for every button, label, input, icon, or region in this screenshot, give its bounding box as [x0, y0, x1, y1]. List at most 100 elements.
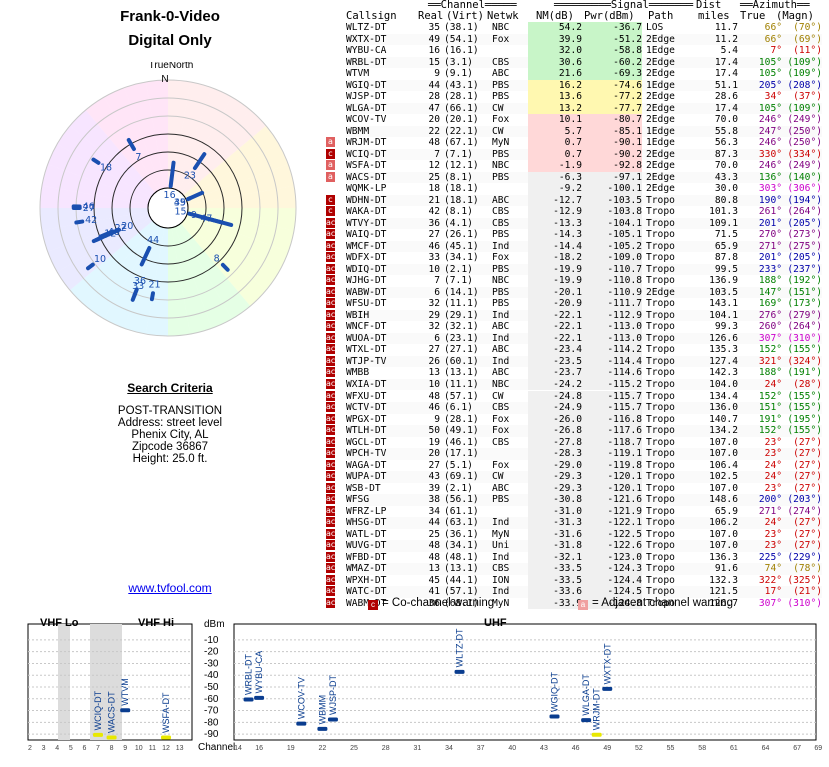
radar-station-bar[interactable] — [220, 262, 230, 272]
table-row[interactable]: ac WUOA-DT 6 (23.1) Ind -22.1 -113.0 Tropo 126.6… — [326, 332, 826, 345]
radar-station-bar[interactable] — [86, 262, 95, 271]
callsign-cell[interactable]: WSFA-DT — [346, 160, 387, 172]
col-miles[interactable]: miles — [698, 10, 730, 22]
callsign-cell[interactable]: WFSU-DT — [346, 298, 387, 310]
table-row[interactable]: ac WAIQ-DT 27 (26.1) PBS -14.3 -105.1 Tropo 71.5… — [326, 229, 826, 241]
table-row[interactable]: WRBL-DT 15 (3.1) CBS 30.6 -60.2 2Edge 17.4 105° (… — [346, 56, 826, 69]
callsign-cell[interactable]: WBMM — [346, 125, 370, 137]
spectrum-signal-bar[interactable] — [93, 732, 103, 737]
radar-station-bar[interactable] — [139, 246, 152, 267]
callsign-cell[interactable]: WTVM — [346, 68, 370, 80]
table-row[interactable]: WCOV-TV 20 (20.1) Fox 10.1 -80.7 2Edge 70.0 246°… — [346, 114, 826, 126]
callsign-cell[interactable]: WPGX-DT — [346, 413, 387, 425]
callsign-cell[interactable]: WFBD-DT — [346, 551, 387, 563]
table-row[interactable]: ac WJHG-DT 7 (7.1) NBC -19.9 -110.8 Tropo 136.9 1… — [326, 275, 826, 287]
table-row[interactable]: ac WGCL-DT 19 (46.1) CBS -27.8 -118.7 Tropo 107.… — [326, 436, 826, 449]
table-row[interactable]: ac WUVG-DT 48 (34.1) Uni -31.8 -122.6 Tropo 107.… — [326, 540, 826, 552]
table-row[interactable]: ac WAGA-DT 27 (5.1) Fox -29.0 -119.8 Tropo 106.4… — [326, 459, 826, 472]
table-row[interactable]: ac WDIQ-DT 10 (2.1) PBS -19.9 -110.7 Tropo 99.5 2… — [326, 263, 826, 276]
table-row[interactable]: WGIQ-DT 44 (43.1) PBS 16.2 -74.6 1Edge 51.1 205°… — [346, 79, 826, 92]
callsign-cell[interactable]: WNCF-DT — [346, 321, 387, 333]
table-row[interactable]: ac WCTV-DT 46 (6.1) CBS -24.9 -115.7 Tropo 136.0… — [326, 402, 826, 414]
callsign-cell[interactable]: WXTX-DT — [346, 33, 387, 45]
spectrum-signal-bar[interactable] — [296, 721, 307, 726]
col-magn[interactable]: (Magn) — [776, 10, 814, 22]
table-row[interactable]: ac WTXL-DT 27 (27.1) ABC -23.4 -114.2 Tropo 135.… — [326, 344, 826, 356]
spectrum-signal-bar[interactable] — [602, 686, 613, 691]
table-row[interactable]: ac WFSU-DT 32 (11.1) PBS -20.9 -111.7 Tropo 143.… — [326, 298, 826, 310]
callsign-cell[interactable]: WQMK-LP — [346, 183, 387, 195]
col-virt[interactable]: (Virt) — [446, 10, 484, 22]
spectrum-signal-bar[interactable] — [581, 718, 592, 723]
table-row[interactable]: WYBU-CA 16 (16.1) 32.0 -58.8 1Edge 5.4 7° (11°) — [346, 45, 826, 57]
table-row[interactable]: ac WMAZ-DT 13 (13.1) CBS -33.5 -124.3 Tropo 91.6… — [326, 563, 826, 575]
table-row[interactable]: ac WFSG 38 (56.1) PBS -30.8 -121.6 Tropo 148.6 20… — [326, 494, 826, 506]
callsign-cell[interactable]: WUOA-DT — [346, 332, 387, 344]
callsign-cell[interactable]: WFXU-DT — [346, 390, 387, 402]
callsign-cell[interactable]: WRJM-DT — [346, 137, 387, 149]
table-row[interactable]: ac WSB-DT 39 (2.1) ABC -29.3 -120.1 Tropo 107.0 2… — [326, 482, 826, 495]
col-pwr[interactable]: Pwr(dBm) — [584, 10, 635, 22]
callsign-cell[interactable]: WTXL-DT — [346, 344, 387, 356]
table-row[interactable]: c WAKA-DT 42 (8.1) CBS -12.9 -103.8 Tropo 101.3 2… — [326, 206, 826, 218]
table-row[interactable]: ac WPCH-TV 20 (17.1) -28.3 -119.1 Tropo 107.0 23… — [326, 448, 826, 460]
spectrum-signal-bar[interactable] — [120, 708, 131, 713]
callsign-cell[interactable]: WPCH-TV — [346, 448, 387, 460]
table-row[interactable]: ac WTLH-DT 50 (49.1) Fox -26.8 -117.6 Tropo 134.… — [326, 425, 826, 437]
radar-station-bar[interactable] — [130, 292, 137, 302]
callsign-cell[interactable]: WCTV-DT — [346, 402, 387, 414]
spectrum-signal-bar[interactable] — [549, 714, 560, 719]
table-row[interactable]: ac WNCF-DT 32 (32.1) ABC -22.1 -113.0 Tropo 99.3… — [326, 321, 826, 333]
callsign-cell[interactable]: WUVG-DT — [346, 540, 387, 552]
callsign-cell[interactable]: WLTZ-DT — [346, 22, 387, 33]
col-callsign[interactable]: Callsign — [346, 10, 397, 22]
table-row[interactable]: ac WATC-DT 41 (57.1) Ind -33.6 -124.5 Tropo 121.… — [326, 586, 826, 598]
callsign-cell[interactable]: WAIQ-DT — [346, 229, 387, 241]
callsign-cell[interactable]: WTVY-DT — [346, 217, 387, 229]
callsign-cell[interactable]: WCIQ-DT — [346, 148, 387, 160]
table-row[interactable]: ac WMBB 13 (13.1) ABC -23.7 -114.6 Tropo 142.3 18… — [326, 367, 826, 379]
callsign-cell[interactable]: WTLH-DT — [346, 425, 387, 437]
table-row[interactable]: ac WPGX-DT 9 (28.1) Fox -26.0 -116.8 Tropo 140.7… — [326, 413, 826, 426]
table-row[interactable]: ac WTJP-TV 26 (60.1) Ind -23.5 -114.4 Tropo 127.… — [326, 355, 826, 368]
table-row[interactable]: WXTX-DT 49 (54.1) Fox 39.9 -51.2 2Edge 11.2 66° (… — [346, 33, 826, 46]
table-row[interactable]: ac WDFX-DT 33 (34.1) Fox -18.2 -109.0 Tropo 87.8… — [326, 252, 826, 264]
callsign-cell[interactable]: WUPA-DT — [346, 471, 387, 483]
table-row[interactable]: ac WPXH-DT 45 (44.1) ION -33.5 -124.4 Tropo 132.… — [326, 574, 826, 587]
callsign-cell[interactable]: WFSG — [346, 494, 370, 506]
table-row[interactable]: WLTZ-DT 35 (38.1) NBC 54.2 -36.7 LOS 11.7 66° (70… — [346, 22, 826, 34]
callsign-cell[interactable]: WCOV-TV — [346, 114, 387, 126]
table-row[interactable]: WJSP-DT 28 (28.1) PBS 13.6 -77.2 2Edge 28.6 34° (… — [346, 91, 826, 103]
table-row[interactable]: c WCIQ-DT 7 (7.1) PBS 0.7 -90.2 2Edge 87.3 330° (3… — [326, 148, 826, 161]
radar-station-bar[interactable] — [98, 229, 115, 239]
table-row[interactable]: ac WFXU-DT 48 (57.1) CW -24.8 -115.7 Tropo 134.4… — [326, 390, 826, 403]
table-row[interactable]: ac WBIH 29 (29.1) Ind -22.1 -112.9 Tropo 104.1 27… — [326, 309, 826, 322]
callsign-cell[interactable]: WRBL-DT — [346, 56, 387, 68]
callsign-cell[interactable]: WPXH-DT — [346, 574, 387, 586]
callsign-cell[interactable]: WDIQ-DT — [346, 263, 387, 275]
callsign-cell[interactable]: WTJP-TV — [346, 355, 387, 367]
callsign-cell[interactable]: WFRZ-LP — [346, 505, 387, 517]
callsign-cell[interactable]: WXIA-DT — [346, 378, 387, 390]
table-row[interactable]: ac WFRZ-LP 34 (61.1) -31.0 -121.9 Tropo 65.9 271… — [326, 505, 826, 518]
tvfool-link[interactable]: www.tvfool.com — [128, 581, 212, 595]
callsign-cell[interactable]: WDHN-DT — [346, 194, 387, 206]
radar-station-bar[interactable] — [126, 138, 136, 151]
table-row[interactable]: a WACS-DT 25 (8.1) PBS -6.3 -97.1 2Edge 43.3 136°… — [326, 171, 826, 184]
callsign-cell[interactable]: WGCL-DT — [346, 436, 387, 448]
callsign-cell[interactable]: WATC-DT — [346, 586, 387, 598]
radar-station-bar[interactable] — [186, 196, 192, 202]
callsign-cell[interactable]: WACS-DT — [346, 171, 387, 183]
spectrum-signal-bar[interactable] — [254, 695, 265, 700]
callsign-cell[interactable]: WABW-DT — [346, 286, 387, 298]
spectrum-signal-bar[interactable] — [161, 735, 171, 740]
radar-station-bar[interactable] — [168, 160, 176, 189]
col-netwk[interactable]: Netwk — [487, 10, 519, 22]
radar-station-bar[interactable] — [213, 218, 234, 227]
callsign-cell[interactable]: WMCF-DT — [346, 240, 387, 252]
callsign-cell[interactable]: WMAZ-DT — [346, 563, 387, 575]
callsign-cell[interactable]: WBIH — [346, 309, 370, 321]
spectrum-signal-bar[interactable] — [106, 735, 117, 740]
radar-station-bar[interactable] — [149, 291, 155, 302]
col-path[interactable]: Path — [648, 10, 674, 22]
